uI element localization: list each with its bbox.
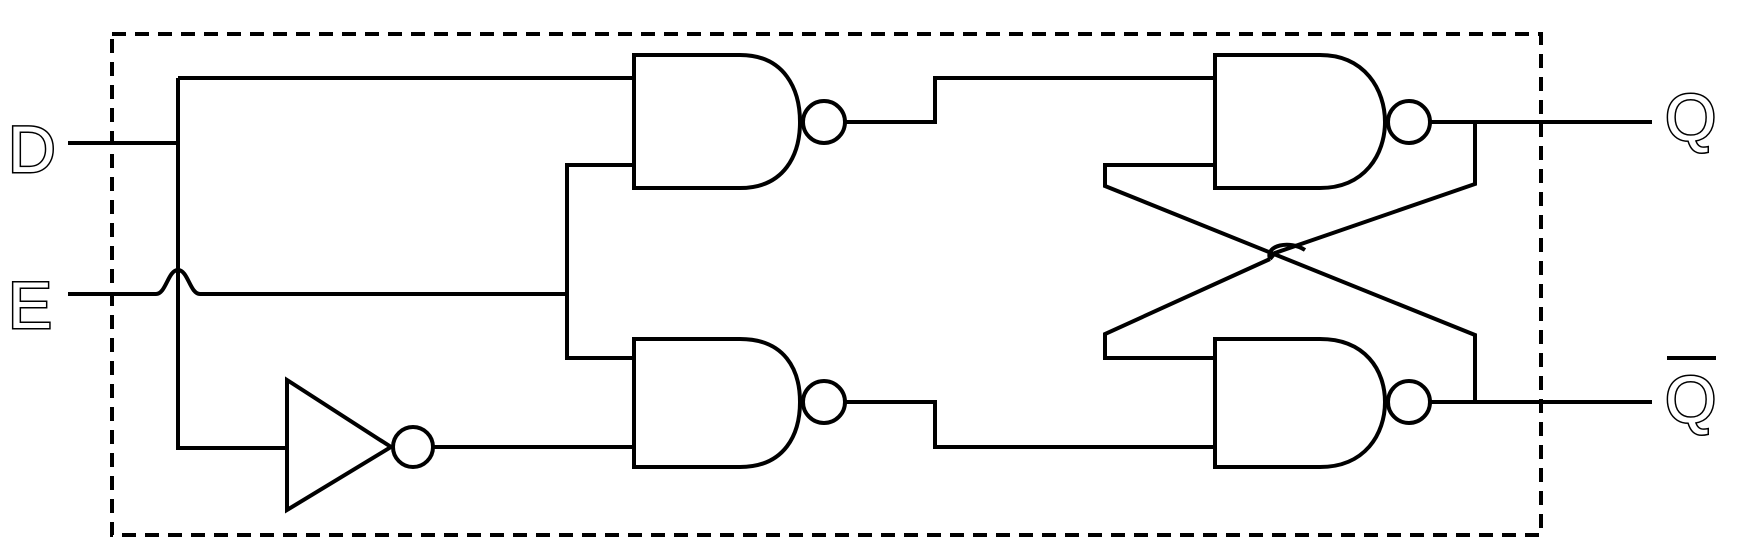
- output-label-q-bar: Q: [1664, 356, 1718, 438]
- inverter-bubble: [391, 425, 435, 469]
- input-label-e: E: [8, 268, 52, 342]
- nand-gate-input-bottom: [632, 337, 847, 469]
- nand-gate-latch-bottom: [1213, 337, 1432, 469]
- nand-gate-latch-top: [1213, 53, 1432, 190]
- wire-d: [68, 76, 634, 450]
- wire-reset: [845, 400, 1215, 449]
- output-label-q-bar-text: Q: [1665, 362, 1716, 436]
- nand-gate-input-top: [632, 53, 847, 190]
- wire-q-bar-output: [1103, 163, 1652, 404]
- wire-e: [68, 163, 634, 360]
- wire-set: [845, 76, 1215, 124]
- input-label-d: D: [8, 112, 56, 186]
- inverter-gate: [285, 376, 634, 514]
- output-label-q: Q: [1665, 80, 1716, 154]
- component-boundary: [110, 32, 1543, 537]
- wire-q-output: [1103, 120, 1652, 360]
